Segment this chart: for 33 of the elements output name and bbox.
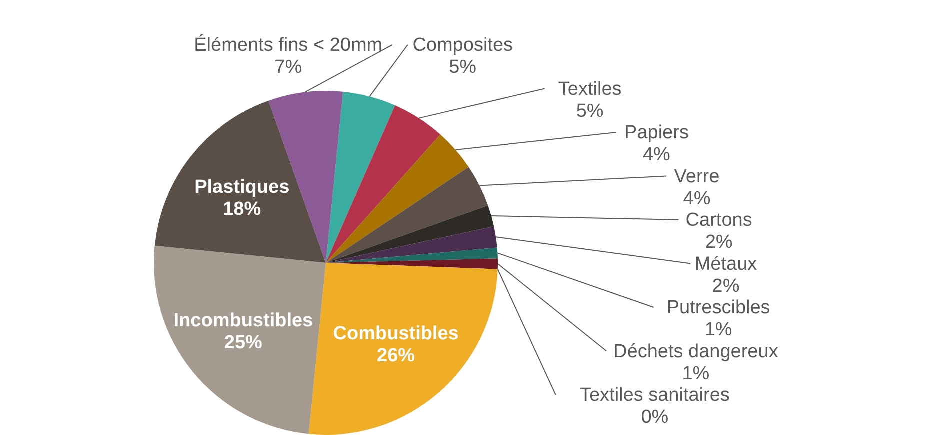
slice-label: Déchets dangereux — [614, 341, 779, 362]
pie-slice — [326, 206, 494, 263]
data-label: 1% — [682, 363, 710, 384]
data-label: 2% — [712, 276, 740, 297]
data-label: 5% — [449, 57, 477, 78]
data-label: 18% — [223, 199, 262, 220]
data-label: 26% — [377, 345, 416, 366]
pie-slice — [326, 92, 396, 263]
category-label: Textiles sanitaires — [580, 385, 730, 406]
slice-label: Papiers — [624, 122, 689, 144]
data-label: 5% — [576, 100, 604, 122]
slice-label: Cartons — [686, 210, 752, 231]
data-label: 7% — [274, 57, 302, 78]
pie-slice — [326, 106, 440, 263]
data-label: 2% — [705, 232, 733, 253]
slice-label: Textiles — [558, 78, 622, 100]
slice-label: Combustibles — [333, 323, 459, 344]
slice-label: Putrescibles — [666, 298, 770, 318]
slice-label: Composites — [412, 35, 514, 56]
pie-slice — [326, 248, 498, 263]
slice-label: Verre — [674, 166, 720, 188]
pie-slice — [326, 134, 469, 263]
data-label: 1% — [704, 320, 732, 340]
slice-label: Incombustibles — [174, 310, 314, 332]
data-label: 25% — [224, 332, 263, 354]
text: 0% — [641, 407, 669, 428]
pie-slice — [326, 226, 498, 263]
slice-label: Plastiques — [194, 177, 290, 198]
data-label: 4% — [642, 144, 671, 166]
slice-label: Métaux — [694, 254, 758, 275]
slice-label: Éléments fins < 20mm — [194, 34, 383, 56]
pie-slice — [154, 246, 326, 434]
data-label: 4% — [683, 188, 711, 210]
